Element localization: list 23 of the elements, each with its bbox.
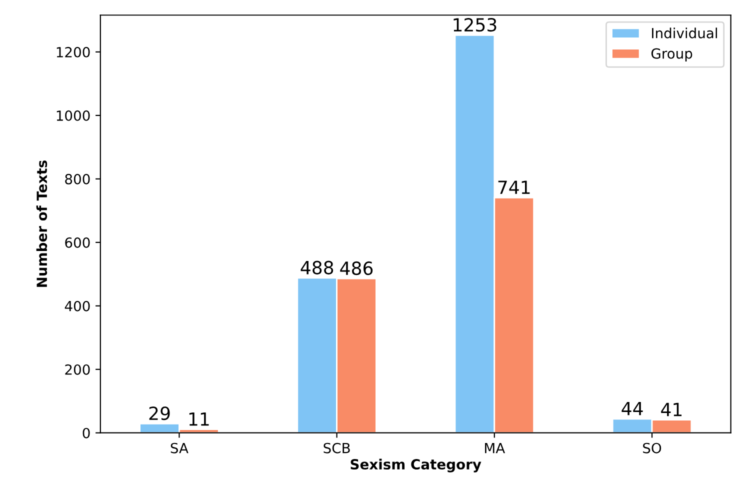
y-tick-label: 1200 xyxy=(56,46,90,58)
x-tick-label: SCB xyxy=(324,442,350,454)
x-axis-title: Sexism Category xyxy=(350,458,482,472)
data-label: 1253 xyxy=(454,18,496,32)
data-label: 41 xyxy=(661,402,682,416)
y-tick-label: 400 xyxy=(64,300,90,312)
data-label: 486 xyxy=(340,261,373,276)
legend-label: Individual xyxy=(652,28,717,38)
x-tick-label: SA xyxy=(170,442,188,454)
data-label: 29 xyxy=(149,406,170,420)
y-tick-label: 0 xyxy=(82,428,90,438)
y-tick-label: 200 xyxy=(65,364,90,375)
data-label: 44 xyxy=(622,402,643,416)
legend-label: Group xyxy=(651,48,692,62)
y-tick-label: 800 xyxy=(65,174,90,184)
data-label: 741 xyxy=(498,180,530,194)
data-label: 488 xyxy=(300,260,334,274)
x-tick-label: MA xyxy=(485,443,506,454)
y-tick-label: 600 xyxy=(65,237,90,248)
y-axis-title: Number of Texts xyxy=(36,160,48,287)
y-tick-label: 1000 xyxy=(56,110,90,121)
x-tick-label: SO xyxy=(643,442,662,454)
data-label: 11 xyxy=(189,412,209,426)
